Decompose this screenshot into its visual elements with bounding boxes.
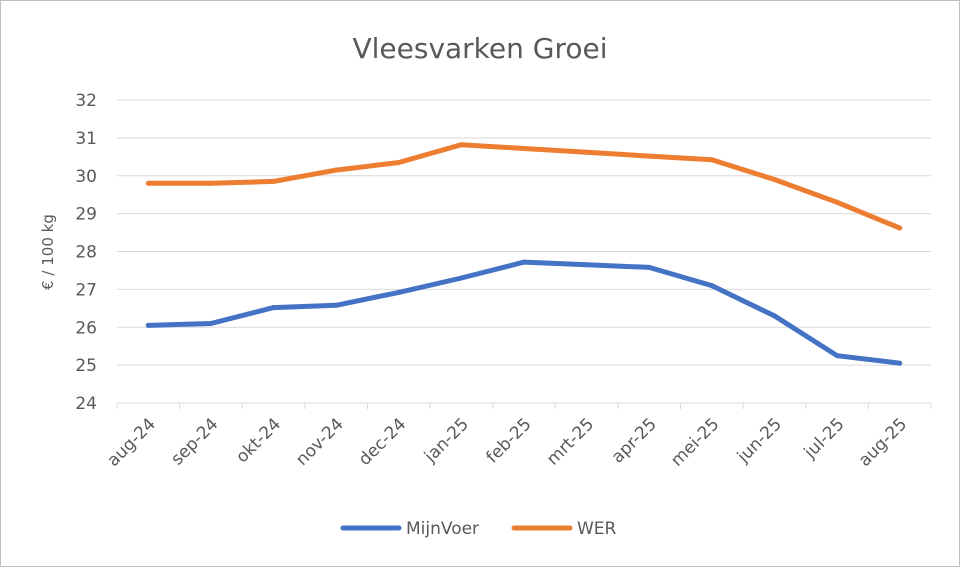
x-tick-label: okt-24 (232, 414, 285, 467)
x-tick-label: aug-24 (103, 414, 159, 470)
series-line (145, 259, 903, 366)
data-point (145, 180, 151, 186)
data-point (646, 153, 652, 159)
data-point (458, 142, 464, 148)
y-tick-label: 26 (75, 318, 97, 338)
data-point (584, 149, 590, 155)
data-point (208, 180, 214, 186)
data-point (521, 259, 527, 265)
series-wer (145, 142, 903, 231)
data-point (396, 289, 402, 295)
data-point (897, 360, 903, 366)
data-point (458, 275, 464, 281)
gridlines (116, 99, 932, 409)
legend-label: WER (577, 519, 617, 539)
legend-label: MijnVoer (406, 519, 479, 539)
x-axis-ticks: aug-24 sep-24 okt-24 nov-24 dec-24 jan-25 feb-… (103, 414, 911, 470)
x-tick-label: mei-25 (667, 414, 723, 470)
data-point (897, 225, 903, 231)
data-point (208, 320, 214, 326)
x-tick-label: feb-25 (482, 414, 535, 467)
series-mijnvoer (145, 259, 903, 366)
x-tick-label: dec-24 (355, 414, 410, 469)
data-point (145, 322, 151, 328)
data-point (396, 159, 402, 165)
data-point (771, 177, 777, 183)
data-point (771, 313, 777, 319)
y-tick-label: 30 (75, 167, 97, 187)
x-tick-label: jan-25 (420, 414, 473, 467)
y-tick-label: 28 (75, 243, 97, 263)
legend: MijnVoer WER (340, 519, 617, 539)
y-axis-ticks: 24 25 26 27 28 29 30 31 32 (75, 91, 97, 414)
data-point (271, 178, 277, 184)
data-point (521, 145, 527, 151)
data-point (271, 305, 277, 311)
legend-item: WER (511, 519, 617, 539)
data-point (834, 199, 840, 205)
x-tick-label: jun-25 (733, 414, 786, 467)
x-tick-label: aug-25 (855, 414, 911, 470)
chart-title: Vleesvarken Groei (352, 32, 607, 65)
x-tick-label: apr-25 (608, 414, 661, 467)
data-point (333, 302, 339, 308)
x-tick-label: mrt-25 (543, 414, 598, 469)
data-point (646, 264, 652, 270)
x-tick-label: nov-24 (292, 414, 348, 470)
x-tick-label: sep-24 (167, 414, 222, 469)
x-tick-label: jul-25 (800, 414, 849, 463)
data-point (709, 283, 715, 289)
y-tick-label: 29 (75, 205, 97, 225)
data-point (709, 157, 715, 163)
y-tick-label: 24 (75, 394, 97, 414)
y-tick-label: 27 (75, 280, 97, 300)
data-point (333, 167, 339, 173)
y-tick-label: 31 (75, 129, 97, 149)
series-line (145, 142, 903, 231)
y-tick-label: 32 (75, 91, 97, 111)
y-axis-label: € / 100 kg (39, 214, 57, 290)
series-lines (145, 142, 903, 366)
y-tick-label: 25 (75, 356, 97, 376)
data-point (584, 262, 590, 268)
legend-item: MijnVoer (340, 519, 479, 539)
data-point (834, 353, 840, 359)
